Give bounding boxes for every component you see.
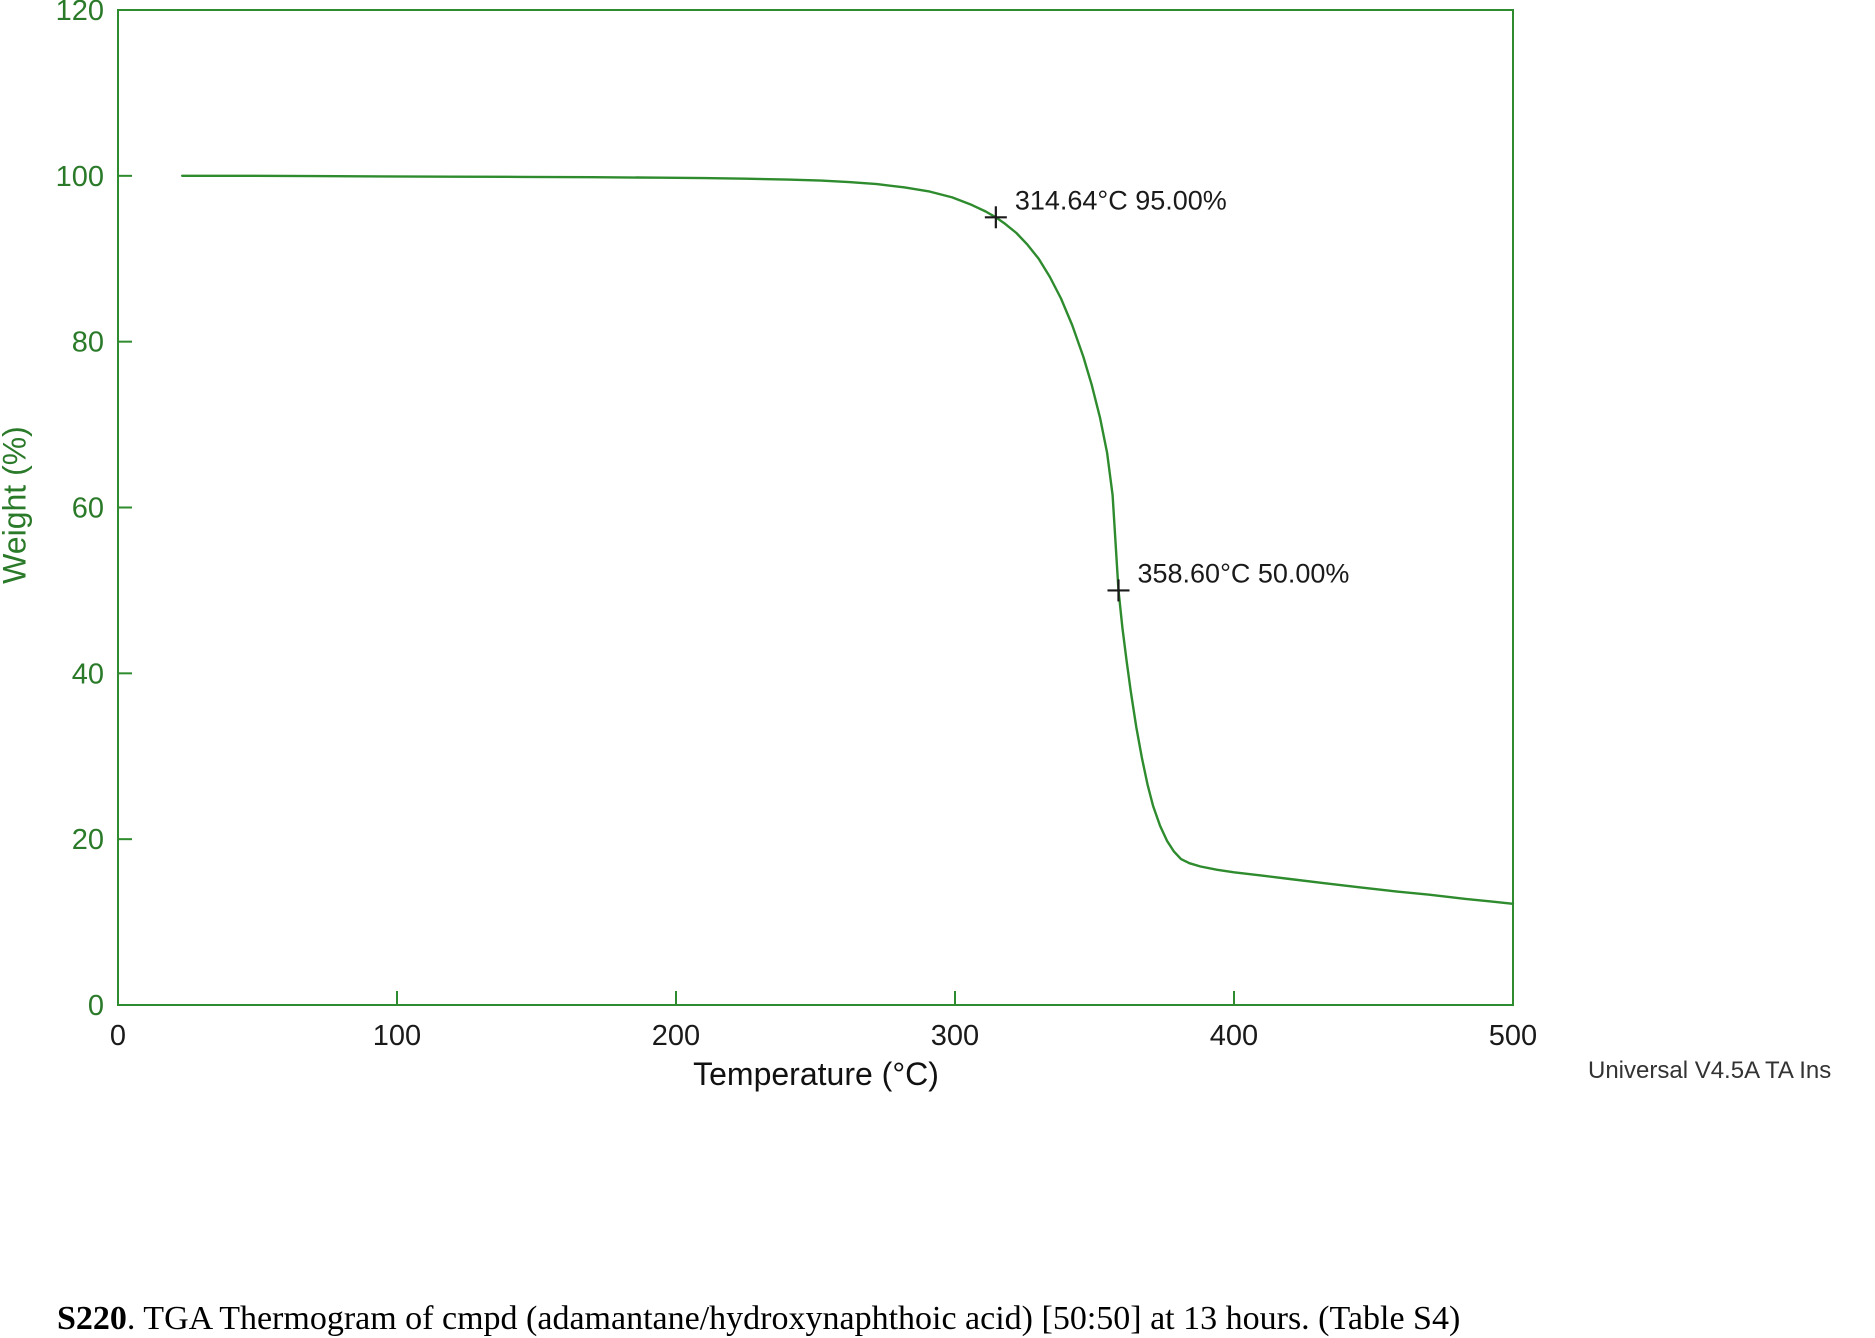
instrument-credit: Universal V4.5A TA Ins: [1588, 1057, 1832, 1084]
tga-curve: [180, 174, 1515, 905]
y-tick-label: 40: [72, 658, 104, 690]
y-tick-label: 120: [56, 0, 104, 27]
x-tick-label: 0: [110, 1020, 126, 1052]
plot-frame: [117, 9, 1514, 1006]
y-axis-title: Weight (%): [0, 426, 33, 584]
x-tick-label: 500: [1489, 1020, 1537, 1052]
x-tick-label: 300: [931, 1020, 979, 1052]
y-tick-label: 80: [72, 327, 104, 359]
x-axis-title: Temperature (°C): [693, 1056, 939, 1092]
x-tick-label: 100: [373, 1020, 421, 1052]
x-tick-label: 200: [652, 1020, 700, 1052]
y-tick-label: 0: [88, 990, 104, 1022]
y-tick-label: 20: [72, 824, 104, 856]
annotation-label: 358.60°C 50.00%: [1137, 558, 1349, 588]
x-tick-label: 400: [1210, 1020, 1258, 1052]
figure-caption: S220. TGA Thermogram of cmpd (adamantane…: [57, 1300, 1460, 1338]
y-tick-label: 100: [56, 161, 104, 193]
figure-caption-text: . TGA Thermogram of cmpd (adamantane/hyd…: [126, 1300, 1461, 1337]
annotation-label: 314.64°C 95.00%: [1015, 185, 1227, 215]
y-tick-label: 60: [72, 493, 104, 525]
figure-caption-id: S220: [57, 1300, 127, 1337]
